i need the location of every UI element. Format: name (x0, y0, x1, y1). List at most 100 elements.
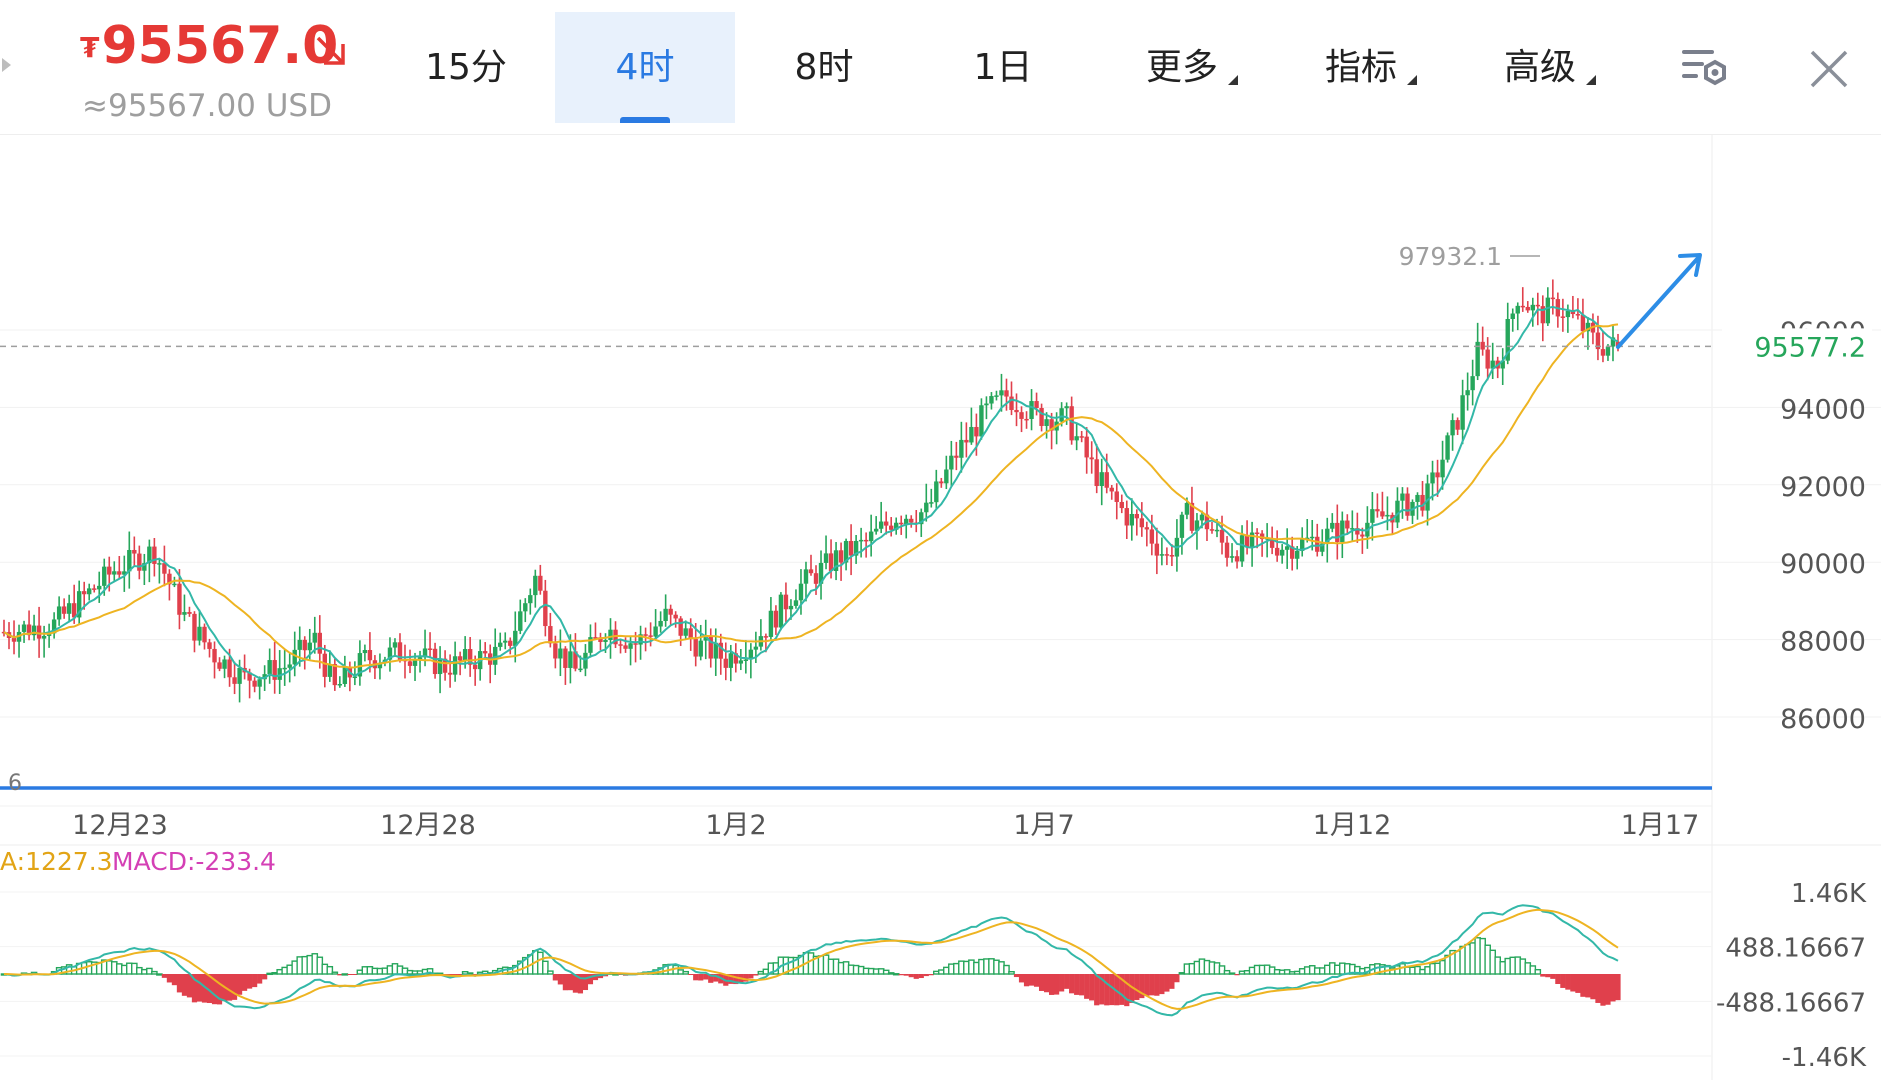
high-price-label: 97932.1 (1399, 242, 1502, 271)
candle-body (1149, 529, 1155, 544)
candle-body (1259, 533, 1265, 540)
edge-label: 6 (8, 771, 22, 796)
tab-indicators[interactable]: 指标 (1271, 12, 1451, 123)
macd-bar (186, 974, 193, 998)
macd-value-label: MACD:-233.4 (112, 847, 276, 876)
candle-body (1069, 406, 1074, 441)
candle-body (899, 522, 904, 525)
macd-bar (928, 974, 934, 976)
candle-body (878, 521, 884, 529)
candle-body (1169, 555, 1175, 557)
price-value: 95567.0 (101, 16, 339, 76)
tab-advanced[interactable]: 高级 (1450, 12, 1630, 123)
candle-body (1380, 511, 1385, 517)
macd-bar (587, 974, 594, 985)
candle-body (628, 643, 633, 649)
candle-body (397, 642, 403, 660)
candle-body (92, 588, 97, 590)
x-tick-label: 1月7 (1013, 810, 1074, 841)
candle-body (247, 672, 252, 681)
candle-body (1525, 306, 1530, 311)
candle-body (87, 588, 92, 595)
candle-body (803, 569, 809, 584)
candle-body (1325, 528, 1330, 544)
currency-symbol: ₮ (80, 31, 100, 64)
candle-body (342, 667, 348, 684)
macd-bar (341, 973, 349, 976)
tab-more[interactable]: 更多 (1092, 12, 1272, 123)
candle-body (723, 658, 728, 668)
macd-bar (1550, 974, 1556, 979)
macd-bar (1154, 974, 1160, 996)
candle-body (1610, 337, 1616, 347)
candle-body (868, 531, 874, 542)
candle-body (1505, 318, 1510, 361)
candle-body (1209, 529, 1215, 531)
candle-body (357, 653, 363, 677)
candle-body (623, 645, 628, 649)
candle-body (1139, 518, 1145, 528)
candle-body (392, 642, 398, 648)
candle-body (337, 683, 343, 686)
candle-body (713, 642, 718, 659)
candle-body (753, 646, 759, 650)
candle-body (498, 642, 503, 647)
tab-1d[interactable]: 1日 (913, 12, 1093, 123)
tab-4h[interactable]: 4时 (555, 12, 735, 123)
candle-body (974, 426, 979, 437)
candle-body (733, 653, 739, 664)
tab-15min[interactable]: 15分 (376, 12, 556, 123)
candle-body (1089, 457, 1094, 460)
candle-body (984, 403, 989, 406)
candle-body (833, 550, 839, 571)
candle-body (798, 583, 804, 601)
candle-body (894, 522, 899, 530)
candle-body (447, 672, 453, 675)
candle-body (217, 662, 222, 669)
back-arrow-icon[interactable] (2, 58, 11, 72)
candle-body (21, 624, 27, 632)
candle-body (1189, 502, 1195, 531)
trend-arrow-head (1678, 253, 1702, 277)
macd-bar (1164, 974, 1170, 992)
candle-body (1284, 546, 1290, 550)
macd-bar (1084, 974, 1090, 999)
macd-bar (708, 974, 714, 983)
candle-body (142, 563, 147, 571)
chart-settings-icon[interactable] (1680, 46, 1730, 90)
macd-bar (426, 968, 434, 975)
macd-bar (1595, 974, 1601, 1003)
close-icon[interactable] (1808, 48, 1850, 90)
candle-body (282, 667, 287, 670)
candle-body (608, 629, 613, 640)
macd-bar (161, 974, 167, 978)
macd-bar (908, 974, 914, 978)
candle-body (81, 591, 87, 595)
macd-bar (1585, 974, 1591, 998)
candle-body (41, 635, 47, 639)
candle-body (1605, 346, 1611, 356)
candle-body (1330, 522, 1335, 529)
price-chart[interactable]: 86000880009000092000940009600095577.2979… (0, 135, 1881, 1080)
tab-8h[interactable]: 8时 (734, 12, 914, 123)
macd-bar (903, 974, 909, 976)
macd-bar (748, 974, 754, 979)
candle-body (482, 651, 488, 654)
candle-body (768, 610, 774, 637)
candle-body (728, 653, 734, 668)
candle-body (668, 608, 673, 615)
candle-body (603, 639, 608, 642)
candle-body (1279, 549, 1285, 556)
tab-label: 4时 (615, 47, 675, 88)
macd-bar (211, 974, 218, 1005)
macd-bar (728, 974, 734, 984)
y-tick-label: 92000 (1780, 472, 1866, 503)
candle-body (1064, 406, 1069, 409)
candle-body (1300, 538, 1305, 551)
candle-body (332, 664, 338, 686)
dropdown-caret-icon (1407, 75, 1417, 85)
macd-bar (1575, 974, 1581, 993)
candle-body (638, 634, 643, 645)
candle-body (36, 625, 42, 639)
tab-label: 1日 (973, 47, 1033, 88)
